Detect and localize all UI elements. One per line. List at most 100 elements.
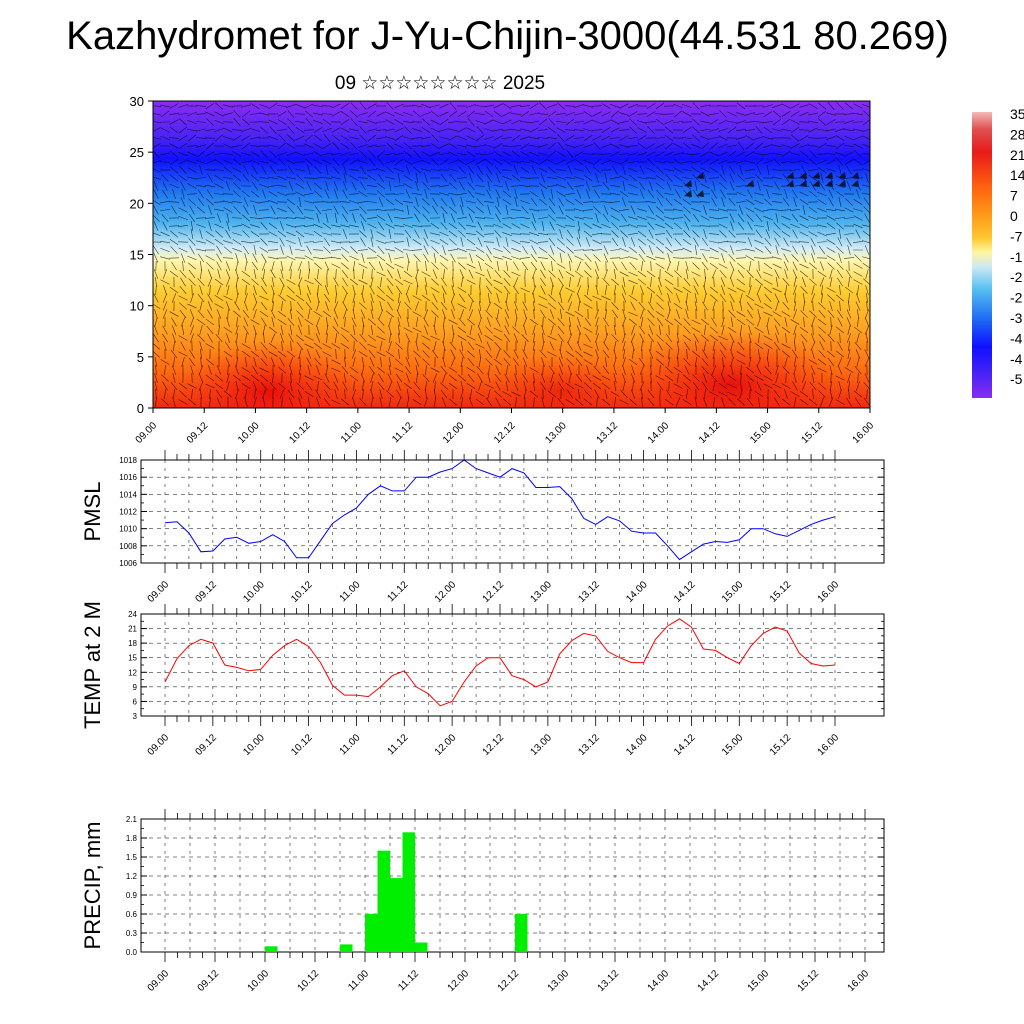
wind-barb bbox=[214, 134, 224, 142]
wind-barb bbox=[196, 144, 206, 148]
wind-barb bbox=[253, 269, 257, 279]
wind-barb bbox=[187, 255, 197, 261]
wind-barb bbox=[243, 205, 249, 215]
wind-barb bbox=[242, 173, 250, 183]
wind-barb bbox=[325, 301, 329, 311]
wind-barb bbox=[556, 184, 566, 188]
wind-barb bbox=[487, 389, 491, 399]
wind-barb bbox=[701, 261, 709, 271]
wind-barb bbox=[745, 248, 755, 252]
wind-barb bbox=[837, 237, 843, 247]
wind-barb bbox=[568, 325, 572, 335]
wind-barb bbox=[802, 373, 806, 383]
wind-barb bbox=[655, 256, 665, 260]
wind-barb bbox=[484, 262, 494, 270]
wind-barb bbox=[827, 357, 835, 367]
wind-barb bbox=[792, 189, 798, 199]
wind-barb bbox=[170, 349, 178, 359]
precip-bar bbox=[415, 942, 428, 952]
wind-barb bbox=[556, 191, 566, 197]
wind-barb bbox=[865, 285, 869, 295]
wind-barb bbox=[556, 247, 566, 253]
wind-barb bbox=[277, 152, 287, 156]
wind-barb bbox=[738, 205, 744, 215]
wind-barb bbox=[817, 367, 827, 373]
wind-barb bbox=[466, 249, 476, 251]
wind-barb bbox=[277, 111, 287, 117]
wind-barb bbox=[621, 317, 627, 327]
wind-barb bbox=[631, 349, 635, 359]
wind-barb bbox=[863, 278, 870, 286]
wind-barb bbox=[529, 367, 539, 373]
wind-barb bbox=[296, 382, 304, 390]
wind-barb bbox=[668, 348, 670, 360]
wind-barb bbox=[296, 310, 304, 318]
wind-barb bbox=[196, 160, 206, 164]
wind-barb bbox=[532, 341, 536, 351]
wind-barb bbox=[836, 309, 844, 319]
wind-barb bbox=[214, 303, 224, 309]
wind-barb bbox=[160, 200, 170, 204]
wind-barb bbox=[422, 206, 430, 214]
wind-barb bbox=[439, 231, 449, 237]
wind-barb bbox=[352, 261, 356, 271]
colorbar-strip bbox=[972, 112, 992, 398]
wind-barb bbox=[502, 128, 512, 132]
wind-barb bbox=[178, 247, 188, 253]
wind-barb bbox=[745, 318, 755, 326]
wind-barb bbox=[502, 151, 512, 157]
wind-barb bbox=[180, 277, 186, 287]
wind-barb bbox=[303, 225, 315, 227]
wind-barb bbox=[322, 152, 332, 156]
wind-barb bbox=[342, 277, 348, 287]
wind-barb bbox=[195, 137, 207, 139]
wind-barb bbox=[449, 173, 457, 183]
wind-barb bbox=[331, 263, 341, 269]
wind-barb bbox=[576, 325, 582, 335]
wind-barb bbox=[799, 199, 809, 205]
wind-barb bbox=[376, 231, 386, 237]
wind-barb bbox=[746, 214, 754, 222]
wind-barb bbox=[413, 166, 421, 174]
wind-barb bbox=[863, 110, 870, 118]
wind-barb bbox=[430, 127, 440, 133]
wind-barb bbox=[567, 341, 573, 351]
wind-barb bbox=[646, 151, 656, 157]
wind-barb bbox=[486, 317, 492, 327]
wind-barb bbox=[812, 388, 814, 400]
wind-barb bbox=[188, 198, 196, 206]
wind-barb bbox=[468, 397, 474, 407]
wind-barb bbox=[655, 182, 665, 190]
wind-barb bbox=[610, 104, 620, 108]
wind-barb bbox=[450, 349, 456, 359]
wind-barb bbox=[270, 333, 276, 343]
wind-barb bbox=[353, 380, 355, 392]
wind-barb bbox=[287, 389, 295, 399]
wind-barb bbox=[664, 142, 674, 150]
wind-barb bbox=[448, 222, 458, 230]
wind-barb bbox=[394, 224, 404, 228]
wind-barb bbox=[763, 262, 773, 270]
wind-barb bbox=[303, 241, 315, 243]
wind-barb bbox=[853, 279, 863, 285]
wind-barb bbox=[477, 373, 483, 383]
wind-barb bbox=[190, 365, 194, 375]
wind-barb bbox=[153, 136, 161, 140]
wind-barb bbox=[241, 223, 251, 229]
ytick-label: 1.5 bbox=[126, 853, 138, 862]
wind-barb bbox=[763, 286, 773, 294]
wind-barb bbox=[186, 145, 198, 147]
wind-barb bbox=[513, 349, 519, 359]
wind-barb bbox=[835, 152, 845, 156]
wind-barb bbox=[502, 175, 512, 181]
wind-barb bbox=[496, 197, 500, 207]
wind-barb bbox=[622, 181, 626, 191]
wind-barb bbox=[341, 285, 349, 295]
wind-barb bbox=[234, 301, 240, 311]
wind-barb bbox=[322, 127, 332, 133]
wind-barb bbox=[241, 278, 251, 286]
wind-barb bbox=[214, 192, 224, 196]
wind-barb bbox=[540, 373, 546, 383]
wind-barb bbox=[792, 269, 798, 279]
wind-barb bbox=[395, 373, 403, 383]
